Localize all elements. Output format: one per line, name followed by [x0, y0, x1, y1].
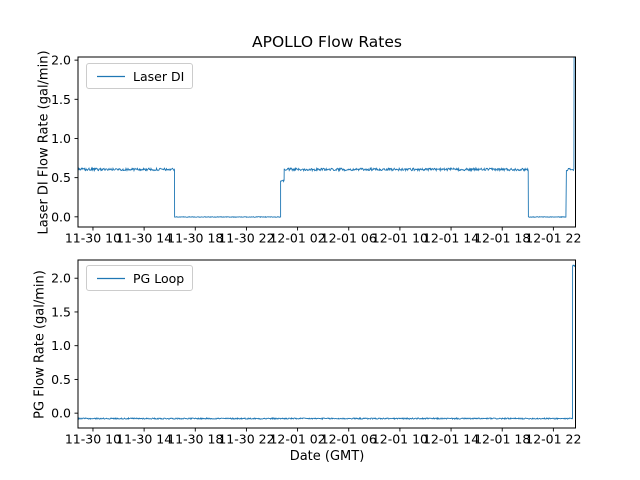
- x-tick-label: 12-01 18: [474, 432, 530, 447]
- legend-laser-di: Laser DI: [86, 63, 193, 89]
- y-tick-label: 0.5: [51, 372, 71, 387]
- axes-spines: [77, 259, 576, 429]
- y-tick-label: 2.0: [51, 53, 71, 68]
- x-tick-label: 12-01 06: [321, 231, 377, 246]
- y-tick-label: 0.5: [51, 170, 71, 185]
- legend-pg-loop: PG Loop: [86, 265, 193, 291]
- y-tick-label: 1.0: [51, 131, 71, 146]
- y-axis-ticks: 0.0 0.5 1.0 1.5 2.0: [51, 271, 78, 421]
- legend-line-icon: [97, 277, 125, 279]
- x-tick-label: 11-30 14: [116, 231, 172, 246]
- x-tick-label: 11-30 10: [65, 231, 121, 246]
- y-axis-ticks: 0.0 0.5 1.0 1.5 2.0: [51, 53, 78, 224]
- x-tick-label: 11-30 22: [218, 231, 274, 246]
- x-tick-label: 12-01 02: [269, 432, 325, 447]
- y-tick-label: 1.0: [51, 338, 71, 353]
- x-tick-label: 11-30 18: [167, 432, 223, 447]
- xlabel-date: Date (GMT): [289, 449, 365, 464]
- x-tick-label: 12-01 06: [321, 432, 377, 447]
- data-series: [78, 57, 575, 219]
- y-tick-label: 0.0: [51, 209, 71, 224]
- x-tick-label: 11-30 22: [218, 432, 274, 447]
- x-tick-label: 12-01 22: [525, 432, 581, 447]
- ylabel-pg: PG Flow Rate (gal/min): [32, 270, 48, 419]
- x-tick-label: 12-01 02: [269, 231, 325, 246]
- legend-line-icon: [97, 75, 125, 77]
- x-tick-label: 12-01 14: [423, 432, 479, 447]
- legend-label-pg-loop: PG Loop: [133, 270, 185, 286]
- legend-label-laser-di: Laser DI: [133, 68, 185, 84]
- x-tick-label: 11-30 10: [65, 432, 121, 447]
- y-tick-label: 1.5: [51, 304, 71, 319]
- x-tick-label: 11-30 18: [167, 231, 223, 246]
- y-tick-label: 2.0: [51, 271, 71, 286]
- y-tick-label: 1.5: [51, 92, 71, 107]
- x-tick-label: 11-30 14: [116, 432, 172, 447]
- x-tick-label: 12-01 10: [372, 231, 428, 246]
- ylabel-laser-di: Laser DI Flow Rate (gal/min): [36, 50, 52, 235]
- axes-spines: [77, 56, 576, 228]
- x-tick-label: 12-01 18: [474, 231, 530, 246]
- chart-title: APOLLO Flow Rates: [252, 33, 402, 51]
- y-tick-label: 0.0: [51, 406, 71, 421]
- x-tick-label: 12-01 14: [423, 231, 479, 246]
- data-series: [78, 264, 576, 421]
- x-tick-label: 12-01 22: [525, 231, 581, 246]
- x-tick-label: 12-01 10: [372, 432, 428, 447]
